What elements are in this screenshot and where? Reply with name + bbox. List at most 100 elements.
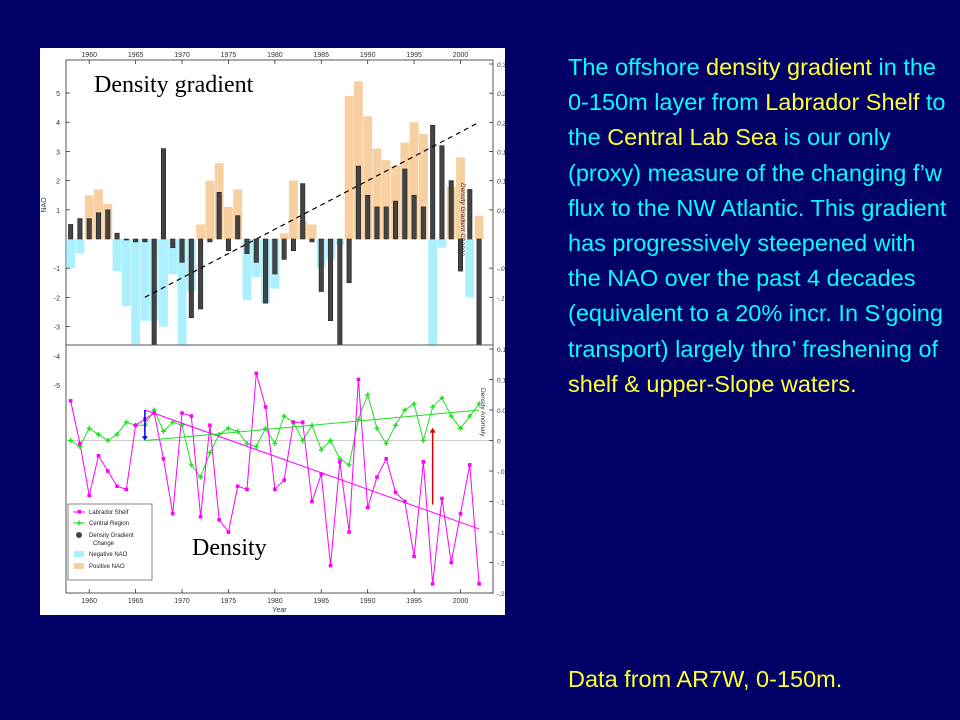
density-gradient-bar <box>179 238 185 263</box>
bottom-x-tick-label: 1965 <box>128 598 144 605</box>
top-x-tick-label: 2000 <box>453 52 469 59</box>
labrador-shelf-point <box>161 457 166 461</box>
text-seg-4: Labrador Shelf <box>765 89 920 116</box>
density-gradient-bar <box>300 183 306 240</box>
text-seg-5: to the <box>568 89 946 151</box>
positive-nao-bar <box>372 148 382 239</box>
legend-label: Negative NAO <box>89 552 128 558</box>
density-gradient-bar <box>235 215 241 240</box>
labrador-shelf-point <box>254 371 259 376</box>
bottom-x-tick-label: 1995 <box>406 598 422 605</box>
central-region-point <box>114 431 120 437</box>
central-region-point <box>123 419 129 425</box>
density-gradient-bar <box>77 218 83 240</box>
density-gradient-bar <box>86 218 92 240</box>
central-region-point <box>68 438 74 443</box>
density-gradient-bar <box>439 145 445 240</box>
density-gradient-bar <box>476 238 482 356</box>
labrador-shelf-point <box>198 514 203 519</box>
density-gradient-bar <box>365 194 371 240</box>
positive-nao-bar <box>84 195 94 239</box>
data-source-note: Data from AR7W, 0-150m. <box>568 666 843 692</box>
bottom-x-tick-label: 2000 <box>453 598 469 605</box>
labrador-shelf-point <box>310 499 314 504</box>
labrador-shelf-point <box>375 475 379 479</box>
top-x-tick-label: 1970 <box>174 52 190 59</box>
density-gradient-bar <box>198 238 204 310</box>
density-gradient-bar <box>207 238 213 243</box>
positive-nao-bar <box>353 81 363 239</box>
positive-nao-bar <box>307 224 317 239</box>
central-region-point <box>300 438 306 443</box>
central-region-point <box>170 419 176 425</box>
negative-nao-bar <box>437 239 447 248</box>
labrador-shelf-point <box>365 505 370 510</box>
labrador-shelf-point <box>217 518 221 522</box>
density-gradient-bar <box>430 124 436 240</box>
density-gradient-bar <box>318 238 324 292</box>
central-region-point <box>467 413 473 419</box>
density-gradient-bar <box>263 238 269 304</box>
positive-nao-bar <box>233 189 243 239</box>
density-gradient-bar <box>355 165 361 240</box>
density-gradient-bar <box>374 206 380 240</box>
labrador-shelf-point <box>105 469 110 473</box>
bottom-x-tick-label: 1985 <box>313 598 329 605</box>
x-axis-label: Year <box>272 607 287 614</box>
density-gradient-bar <box>95 212 101 240</box>
bottom-x-tick-label: 1970 <box>174 598 190 605</box>
central-region-point <box>411 401 417 407</box>
bottom-x-tick-label: 1980 <box>267 598 283 605</box>
density-tick-label: -.25 <box>497 591 505 598</box>
positive-nao-bar <box>289 180 298 239</box>
labrador-shelf-point <box>356 377 361 382</box>
central-region-point <box>160 428 166 434</box>
red-arrow-head <box>429 427 436 433</box>
central-region-point <box>328 438 334 443</box>
density-tick-label: -.15 <box>497 530 505 537</box>
central-region-point <box>318 447 324 453</box>
labrador-shelf-point <box>68 399 73 403</box>
top-x-tick-label: 1960 <box>81 52 97 59</box>
legend-neg-nao-swatch <box>74 551 84 557</box>
density-gradient-bar <box>253 238 259 263</box>
density-gradient-bar <box>123 238 129 241</box>
labrador-shelf-point <box>393 490 398 495</box>
central-region-point <box>105 438 111 443</box>
negative-nao-bar <box>131 239 141 345</box>
density-gradient-bar <box>467 189 473 240</box>
legend-central-marker <box>76 520 82 526</box>
top-x-tick-label: 1980 <box>267 52 283 59</box>
positive-nao-bar <box>474 215 484 239</box>
density-tick-label: -.05 <box>497 469 505 476</box>
labrador-shelf-point <box>180 411 184 415</box>
labrador-shelf-point <box>319 472 324 476</box>
nao-tick-label: -3 <box>54 325 60 332</box>
top-x-tick-label: 1975 <box>221 52 237 59</box>
density-gradient-bar <box>411 194 417 240</box>
positive-nao-bar <box>205 180 215 239</box>
labrador-shelf-point <box>133 423 138 428</box>
gradient-tick-label: 0.25 <box>497 91 505 98</box>
density-gradient-bar <box>170 238 176 249</box>
central-region-point <box>281 413 287 419</box>
central-region-point <box>235 428 241 434</box>
legend-gradient-marker <box>76 532 82 538</box>
legend-label: Positive NAO <box>89 564 125 570</box>
central-region-point <box>95 431 101 437</box>
labrador-shelf-point <box>273 487 277 492</box>
density-gradient-bar <box>188 238 194 319</box>
central-region-point <box>374 425 380 431</box>
bottom-x-tick-label: 1990 <box>360 598 376 605</box>
text-seg-6: Central Lab Sea <box>607 124 778 151</box>
central-region-point <box>430 404 436 410</box>
density-gradient-bar <box>402 168 408 240</box>
central-region-point <box>188 462 194 468</box>
text-seg-1: The offshore <box>568 54 707 80</box>
density-gradient-bar <box>420 206 426 240</box>
nao-tick-label: -4 <box>54 354 60 361</box>
positive-nao-bar <box>456 157 465 239</box>
gradient-tick-label: 0.2 <box>497 120 505 127</box>
top-x-tick-label: 1995 <box>406 52 422 59</box>
density-gradient-bar <box>393 200 399 240</box>
